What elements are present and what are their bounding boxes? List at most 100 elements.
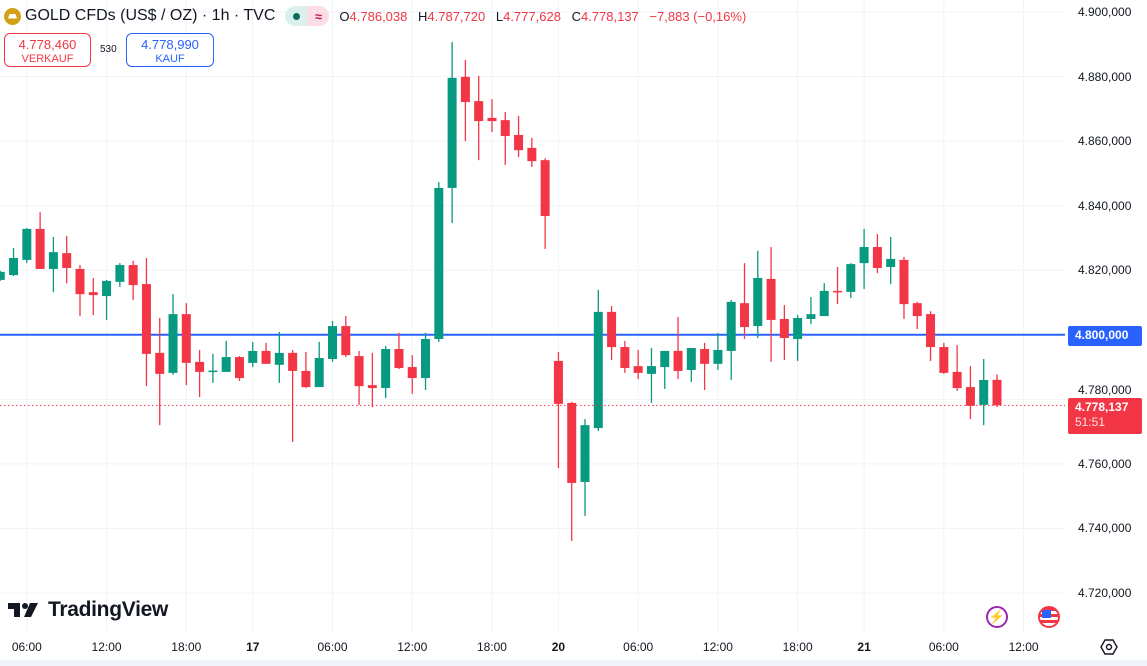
sell-price: 4.778,460 — [18, 37, 77, 52]
candle-up — [168, 314, 178, 373]
candle-down — [354, 356, 364, 387]
price-tick-label: 4.760,000 — [1078, 456, 1132, 471]
candle-down — [620, 347, 630, 369]
approx-data-icon: ≈ — [307, 6, 330, 26]
candle-up — [713, 349, 723, 364]
candle-down — [553, 360, 563, 404]
time-tick-label: 17 — [246, 640, 260, 654]
price-tick-label: 4.720,000 — [1078, 586, 1132, 601]
time-tick-label: 18:00 — [476, 640, 507, 654]
candle-up — [102, 280, 112, 297]
candle-up — [646, 366, 656, 374]
candle-up — [274, 352, 284, 365]
status-pill[interactable]: ≈ — [285, 6, 330, 26]
low-label: L — [495, 8, 504, 24]
tradingview-logo[interactable]: TradingView — [8, 598, 168, 622]
time-tick-label: 06:00 — [623, 640, 654, 654]
close-label: C — [571, 8, 581, 24]
time-tick-label: 18:00 — [171, 640, 202, 654]
candle-up — [660, 350, 670, 368]
market-open-dot-icon — [285, 6, 308, 26]
close-value: 4.778,137 — [580, 8, 639, 24]
symbol-title[interactable]: GOLD CFDs (US$ / OZ) · 1h · TVC — [25, 7, 276, 24]
time-tick-label: 12:00 — [1008, 640, 1039, 654]
candle-down — [567, 402, 577, 483]
candle-down — [607, 311, 617, 348]
candle-down — [540, 160, 550, 217]
last-price-label: 4.778,137 51:51 — [1068, 398, 1142, 434]
candle-down — [527, 147, 537, 162]
candle-down — [633, 366, 643, 373]
candle-down — [367, 385, 377, 389]
candle-down — [35, 228, 45, 269]
settings-hexagon-icon[interactable] — [1100, 638, 1118, 656]
candle-up — [115, 265, 125, 282]
high-value: 4.787,720 — [427, 8, 486, 24]
candle-down — [939, 347, 949, 373]
candle-up — [726, 301, 736, 351]
candle-up — [9, 257, 19, 276]
sell-button[interactable]: 4.778,460 VERKAUF — [4, 33, 91, 67]
candle-down — [912, 303, 922, 317]
sell-label: VERKAUF — [21, 53, 74, 65]
candle-up — [314, 358, 324, 388]
candle-down — [88, 292, 98, 296]
candle-down — [899, 259, 909, 305]
last-price-value: 4.778,137 — [1075, 400, 1129, 414]
candle-down — [766, 278, 776, 320]
open-label: O — [339, 8, 350, 24]
candle-down — [739, 303, 749, 328]
candle-down — [261, 350, 271, 364]
candle-down — [460, 76, 470, 103]
candle-down — [779, 318, 789, 339]
bar-countdown: 51:51 — [1075, 415, 1106, 429]
price-tick-label: 4.900,000 — [1078, 5, 1132, 19]
candle-up — [580, 425, 590, 482]
candle-up — [753, 277, 763, 327]
candle-down — [487, 117, 497, 122]
buy-button[interactable]: 4.778,990 KAUF — [126, 33, 214, 67]
candle-up — [221, 357, 231, 372]
candle-up — [447, 77, 457, 188]
candle-up — [0, 271, 5, 280]
price-tick-label: 4.740,000 — [1078, 521, 1132, 536]
candle-down — [407, 367, 417, 379]
time-tick-label: 18:00 — [782, 640, 813, 654]
candle-down — [155, 352, 165, 374]
candle-down — [514, 134, 524, 151]
logo-text: TradingView — [48, 598, 169, 621]
candle-down — [992, 379, 1002, 406]
candle-up — [434, 187, 444, 339]
ohlc-readout: O4.786,038 H4.787,720 L4.777,628 C4.778,… — [339, 9, 746, 24]
candle-up — [48, 252, 58, 269]
lightning-icon[interactable]: ⚡ — [986, 606, 1008, 628]
low-value: 4.777,628 — [503, 8, 561, 24]
us-flag-icon[interactable] — [1038, 606, 1060, 628]
bottom-toolbar — [0, 660, 1147, 666]
price-tick-label: 4.780,000 — [1078, 383, 1132, 397]
candle-up — [859, 246, 869, 264]
open-value: 4.786,038 — [349, 8, 408, 24]
candle-down — [926, 314, 936, 348]
candle-up — [886, 258, 896, 268]
candle-up — [819, 290, 829, 317]
candle-up — [686, 348, 696, 370]
candle-down — [181, 314, 191, 363]
candle-down — [141, 284, 151, 354]
price-tick-label: 4.840,000 — [1078, 198, 1132, 213]
candle-down — [288, 352, 298, 371]
candle-down — [952, 371, 962, 389]
candle-up — [421, 338, 431, 379]
candle-up — [328, 326, 337, 359]
candle-up — [248, 350, 258, 363]
candle-down — [394, 348, 404, 369]
price-tick-label: 4.880,000 — [1078, 69, 1132, 84]
candle-up — [806, 314, 816, 319]
candle-down — [474, 101, 484, 122]
candle-down — [234, 357, 244, 379]
candle-up — [208, 370, 218, 373]
gold-symbol-icon — [4, 7, 21, 25]
buy-label: KAUF — [155, 53, 185, 65]
candle-down — [62, 253, 72, 268]
